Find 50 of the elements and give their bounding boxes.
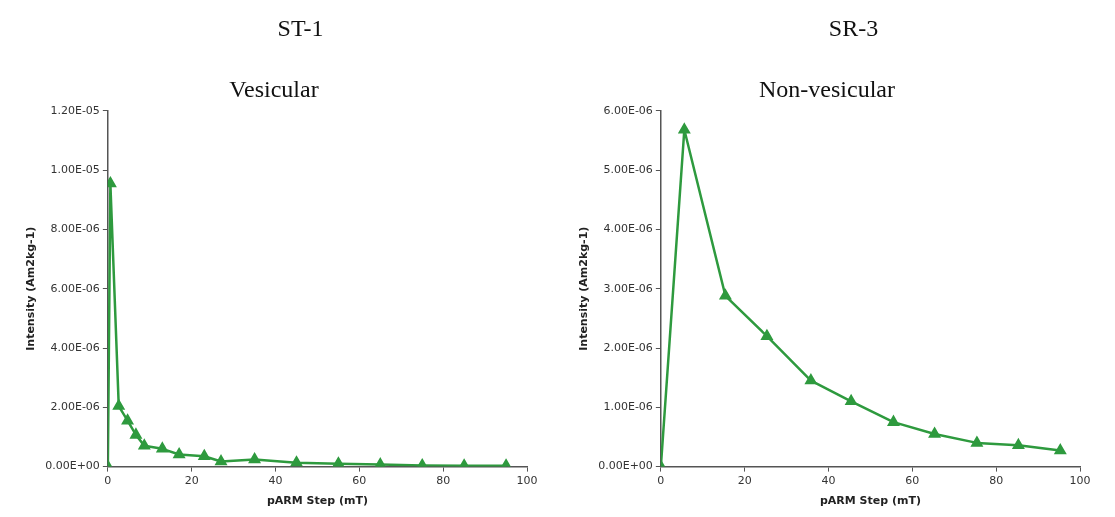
- point: [121, 414, 133, 425]
- point: [138, 439, 150, 450]
- point: [928, 427, 940, 438]
- y-tick-label: 0.00E+00: [597, 459, 653, 473]
- y-tick-label: 4.00E-06: [602, 222, 653, 236]
- y-tick-label: 5.00E-06: [602, 162, 653, 176]
- point: [198, 449, 210, 460]
- y-tick-label: 2.00E-06: [49, 400, 100, 414]
- x-axis-title: pARM Step (mT): [266, 494, 368, 508]
- x-tick-label: 60: [904, 474, 919, 488]
- point: [332, 457, 344, 467]
- y-tick-label: 6.00E-06: [49, 281, 100, 295]
- x-tick-label: 0: [103, 474, 111, 488]
- x-tick-label: 100: [516, 474, 537, 488]
- point: [290, 456, 302, 467]
- x-tick-label: 80: [988, 474, 1003, 488]
- x-tick-label: 100: [1069, 474, 1090, 488]
- x-tick-label: 20: [737, 474, 752, 488]
- point: [129, 428, 142, 439]
- y-tick-label: 3.00E-06: [602, 281, 653, 295]
- y-tick-label: 4.00E-06: [49, 340, 100, 354]
- x-axis-title: pARM Step (mT): [819, 494, 921, 508]
- y-axis-title: Intensity (Am2kg-1): [576, 226, 590, 351]
- x-tick-label: 0: [656, 474, 664, 488]
- y-tick-label: 1.00E-05: [49, 162, 100, 176]
- y-tick-label: 1.00E-06: [602, 400, 653, 414]
- point: [887, 415, 899, 426]
- x-tick-label: 40: [268, 474, 283, 488]
- y-tick-label: 8.00E-06: [49, 222, 100, 236]
- point: [678, 123, 690, 134]
- point: [248, 453, 260, 464]
- y-tick-label: 0.00E+00: [44, 459, 100, 473]
- point: [719, 289, 731, 300]
- x-tick-label: 60: [351, 474, 366, 488]
- point: [214, 455, 227, 466]
- chart-subtitle: Non-vesicular: [758, 75, 895, 102]
- chart-title: SR-3: [827, 14, 879, 43]
- y-axis-title: Intensity (Am2kg-1): [23, 226, 37, 351]
- y-tick-label: 2.00E-06: [602, 340, 653, 354]
- x-tick-label: 80: [435, 474, 450, 488]
- chart-title: ST-1: [276, 14, 324, 43]
- point: [1054, 444, 1066, 455]
- y-tick-label: 6.00E-06: [602, 103, 653, 117]
- x-tick-label: 40: [821, 474, 836, 488]
- point: [173, 448, 185, 459]
- point: [156, 442, 168, 453]
- y-tick-label: 1.20E-05: [49, 103, 100, 117]
- x-tick-label: 20: [184, 474, 199, 488]
- chart-subtitle: Vesicular: [228, 75, 319, 102]
- point: [804, 374, 816, 385]
